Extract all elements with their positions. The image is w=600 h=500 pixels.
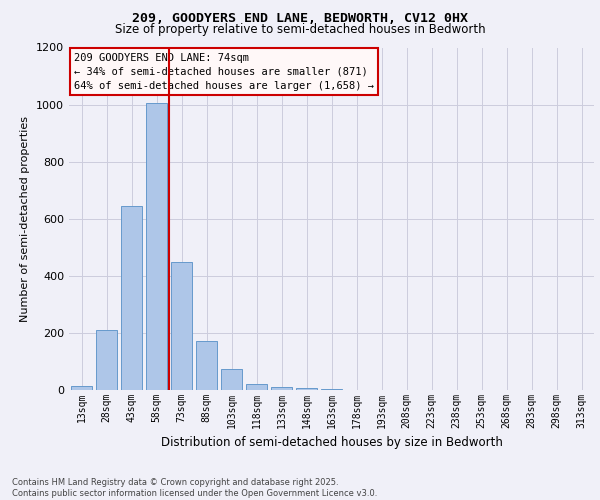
Bar (121, 206, 142, 390)
Bar (146, 103, 167, 390)
X-axis label: Distribution of semi-detached houses by size in Bedworth: Distribution of semi-detached houses by … (161, 436, 502, 450)
Text: Size of property relative to semi-detached houses in Bedworth: Size of property relative to semi-detach… (115, 22, 485, 36)
Y-axis label: Number of semi-detached properties: Number of semi-detached properties (20, 116, 31, 322)
Bar (71, 386, 92, 390)
Bar (221, 368, 242, 390)
Text: 209 GOODYERS END LANE: 74sqm
← 34% of semi-detached houses are smaller (871)
64%: 209 GOODYERS END LANE: 74sqm ← 34% of se… (74, 52, 374, 90)
Bar (96, 330, 117, 390)
Text: Contains HM Land Registry data © Crown copyright and database right 2025.
Contai: Contains HM Land Registry data © Crown c… (12, 478, 377, 498)
Text: 209, GOODYERS END LANE, BEDWORTH, CV12 0HX: 209, GOODYERS END LANE, BEDWORTH, CV12 0… (132, 12, 468, 26)
Bar (271, 386, 292, 390)
Bar (296, 388, 317, 390)
Bar (171, 262, 192, 390)
Bar (246, 384, 267, 390)
Bar (196, 341, 217, 390)
